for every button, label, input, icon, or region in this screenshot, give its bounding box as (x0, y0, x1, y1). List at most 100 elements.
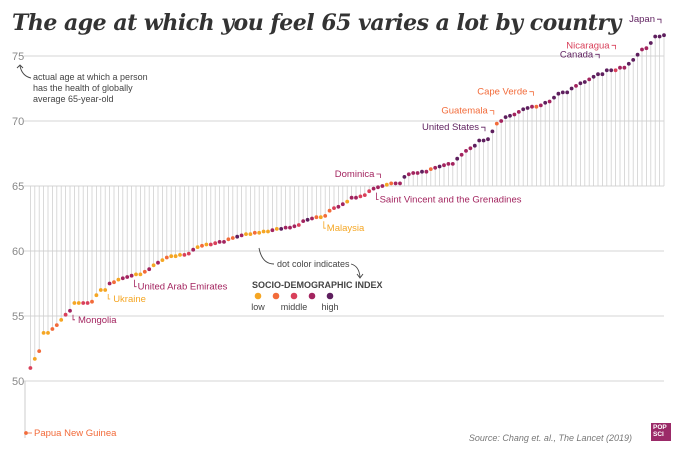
data-point (446, 162, 451, 166)
data-point (530, 104, 534, 109)
data-point (186, 251, 191, 256)
data-point (204, 242, 209, 247)
data-point (358, 194, 363, 199)
y-axis-annotation: actual age at which a person has the hea… (16, 64, 148, 104)
data-point (640, 47, 644, 52)
data-point (173, 254, 178, 259)
data-point (235, 234, 240, 239)
legend: dot color indicates SOCIO-DEMOGRAPHIC IN… (251, 247, 383, 312)
data-point (380, 184, 385, 188)
data-point (662, 33, 666, 38)
data-point (626, 61, 631, 66)
data-point (494, 121, 499, 126)
annotation-line-1: actual age at which a person (33, 72, 148, 82)
country-label: Guatemala (441, 106, 488, 117)
legend-swatch (326, 292, 334, 300)
country-label: Dominica (335, 169, 375, 180)
data-point (596, 72, 600, 77)
data-point (565, 90, 570, 95)
data-point (538, 103, 543, 108)
data-point (459, 152, 464, 157)
country-label: Nicaragua (566, 40, 610, 51)
data-point (450, 162, 455, 166)
data-point (248, 232, 253, 237)
data-point (323, 214, 328, 218)
label-leader (657, 18, 662, 24)
country-label: Ukraine (113, 294, 146, 305)
data-point (406, 172, 411, 177)
legend-label: high (321, 302, 338, 312)
annotation-line-3: average 65-year-old (33, 94, 114, 104)
data-point (217, 240, 222, 244)
data-point (125, 275, 130, 279)
data-point (613, 68, 618, 73)
data-point (98, 288, 103, 292)
data-point (455, 156, 460, 161)
stems (29, 35, 665, 368)
data-point (376, 185, 380, 190)
country-label: Saint Vincent and the Grenadines (380, 195, 522, 206)
data-point (362, 193, 367, 198)
annotation-line-2: has the health of globally (33, 83, 133, 93)
label-leader (107, 294, 111, 300)
data-point (556, 91, 561, 96)
legend-swatch (308, 292, 316, 300)
legend-annotation: dot color indicates (277, 259, 350, 269)
legend-swatch (254, 292, 262, 300)
data-point (468, 146, 473, 151)
data-point (428, 167, 433, 172)
data-point (41, 331, 46, 335)
data-point (525, 106, 530, 110)
data-point (292, 224, 297, 229)
data-point (635, 52, 640, 57)
y-tick-label: 70 (12, 116, 24, 128)
data-point (653, 34, 658, 39)
label-leader (72, 314, 75, 321)
country-label: United States (422, 122, 479, 133)
country-label: Cape Verde (477, 87, 527, 98)
data-point (288, 225, 292, 230)
data-point (274, 227, 279, 231)
label-leader (323, 221, 326, 229)
data-point (151, 263, 156, 268)
data-point (521, 107, 526, 112)
data-point (68, 308, 72, 313)
chart-title: The age at which you feel 65 varies a lo… (12, 10, 621, 36)
data-point (604, 68, 609, 73)
data-points (24, 33, 666, 435)
data-point (582, 80, 587, 84)
data-point (252, 230, 257, 235)
logo-line-1: POP (653, 424, 667, 431)
data-point (318, 215, 323, 220)
data-point (340, 202, 345, 207)
data-point (222, 240, 226, 244)
data-point (424, 169, 429, 174)
label-leader (376, 173, 381, 178)
data-point (37, 349, 42, 353)
data-point (85, 301, 90, 305)
data-point (420, 169, 424, 174)
data-point (54, 323, 59, 327)
data-point (547, 99, 552, 104)
data-point (50, 327, 55, 331)
legend-title: SOCIO-DEMOGRAPHIC INDEX (252, 280, 383, 290)
data-point (142, 269, 147, 274)
legend-label: middle (281, 302, 308, 312)
data-point (371, 186, 376, 191)
data-point (600, 72, 605, 77)
label-leader (595, 53, 600, 59)
data-point (402, 175, 407, 179)
data-point (244, 232, 248, 237)
data-point (134, 272, 138, 277)
country-label: Papua New Guinea (34, 428, 117, 439)
data-point (327, 208, 332, 213)
label-leader (134, 279, 137, 288)
data-point (367, 189, 372, 194)
data-point (486, 137, 490, 142)
data-point (393, 181, 398, 186)
legend-label: low (251, 302, 265, 312)
data-point (587, 77, 592, 82)
legend-swatch (272, 292, 280, 300)
data-point (76, 301, 81, 305)
